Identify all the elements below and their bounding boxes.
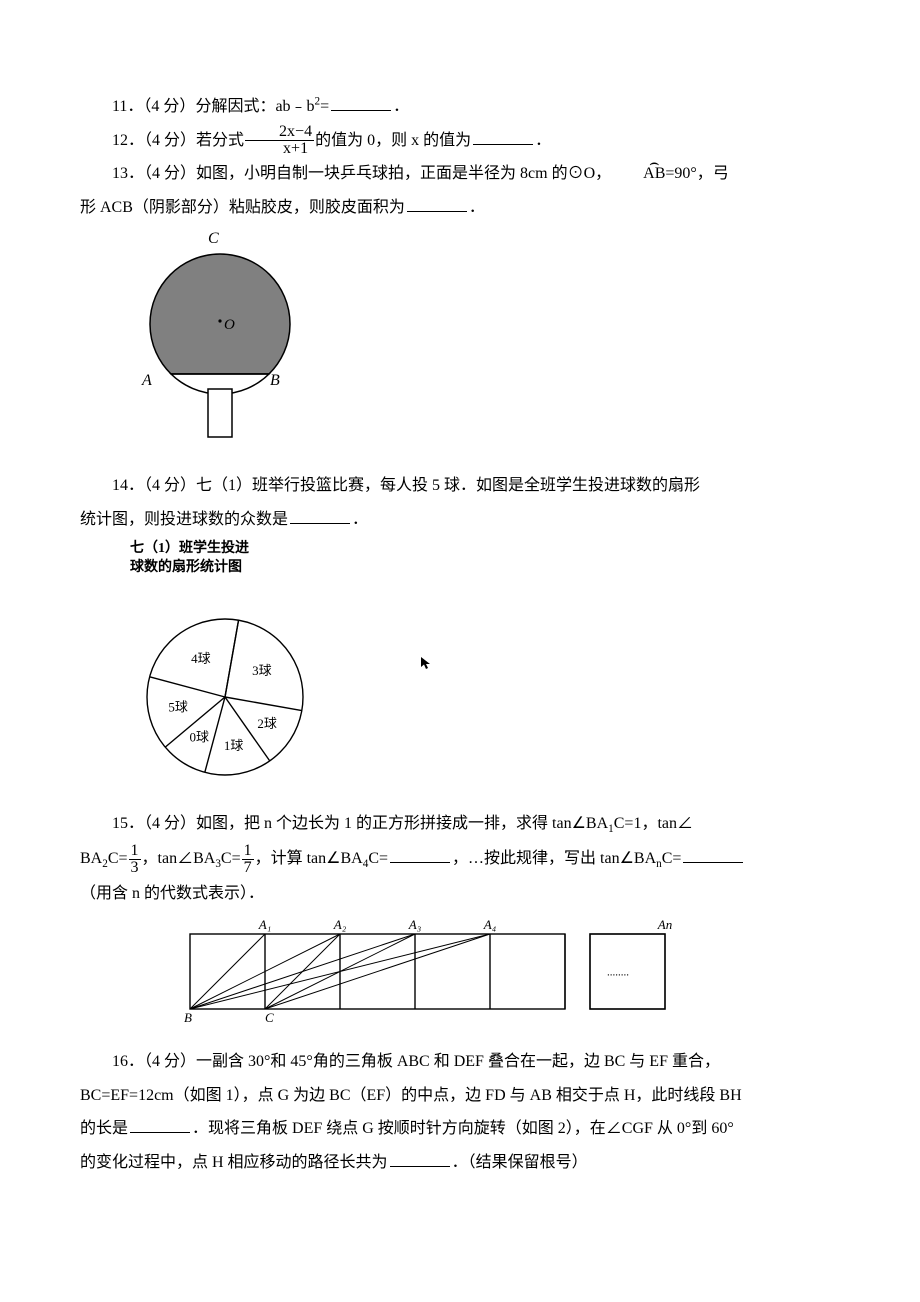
q15-l2d: C= <box>221 850 241 867</box>
q14-figure: 七（1）班学生投进 球数的扇形统计图 3球 2球 1球 0球5球 4球 <box>130 540 840 799</box>
q13-text-a: 如图，小明自制一块乒乓球拍，正面是半径为 8cm 的⊙O， <box>196 165 611 182</box>
q12-fraction: 2x−4x+1 <box>245 124 314 157</box>
svg-text:C: C <box>265 1010 274 1024</box>
svg-text:4球: 4球 <box>191 651 211 666</box>
q15-l2a: BA <box>80 850 102 867</box>
q16-points: （4 分） <box>144 1053 196 1070</box>
svg-text:A₁: A₁ <box>258 917 271 932</box>
question-13-line2: 形 ACB（阴影部分）粘贴胶皮，则胶皮面积为 ． <box>80 191 840 225</box>
q14-pie-title1: 七（1）班学生投进 <box>130 540 840 558</box>
svg-text:C: C <box>208 230 219 247</box>
question-14-line2: 统计图，则投进球数的众数是 ． <box>80 503 840 537</box>
exam-page: 11．（4 分）分解因式：ab﹣b2=． 12．（4 分）若分式2x−4x+1的… <box>0 0 920 1239</box>
q15-l2h: C= <box>662 850 682 867</box>
question-16-line3: 的长是 ．现将三角板 DEF 绕点 G 按顺时针方向旋转（如图 2），在∠CGF … <box>80 1112 840 1146</box>
q15-blank1 <box>390 846 450 863</box>
svg-text:0球: 0球 <box>189 729 209 744</box>
q14-points: （4 分） <box>144 477 196 494</box>
q15-text-a: 如图，把 n 个边长为 1 的正方形拼接成一排，求得 tan∠BA <box>196 815 608 832</box>
q12-blank <box>473 128 533 145</box>
question-16-line2: BC=EF=12cm（如图 1），点 G 为边 BC（EF）的中点，边 FD 与… <box>80 1079 840 1113</box>
svg-text:O: O <box>224 317 235 333</box>
q16-num: 16． <box>112 1053 144 1070</box>
q16-blank1 <box>130 1116 190 1133</box>
q16-blank2 <box>390 1150 450 1167</box>
q16-text-a: 一副含 30°和 45°角的三角板 ABC 和 DEF 叠合在一起，边 BC 与… <box>196 1053 720 1070</box>
svg-text:An: An <box>657 917 672 932</box>
q13-blank <box>407 195 467 212</box>
q11-text-b: = <box>320 98 329 115</box>
q16-l3b: ．现将三角板 DEF 绕点 G 按顺时针方向旋转（如图 2），在∠CGF 从 0… <box>192 1120 734 1137</box>
question-11: 11．（4 分）分解因式：ab﹣b2=． <box>80 90 840 124</box>
q13-line2-a: 形 ACB（阴影部分）粘贴胶皮，则胶皮面积为 <box>80 199 405 216</box>
q15-l2c: ，tan∠BA <box>142 850 216 867</box>
q13-figure: C O A B <box>130 229 840 462</box>
svg-text:1球: 1球 <box>224 738 244 753</box>
svg-text:5球: 5球 <box>168 699 188 714</box>
q12-tail: ． <box>535 132 551 149</box>
svg-text:A₄: A₄ <box>483 917 497 932</box>
svg-text:A₂: A₂ <box>333 917 347 932</box>
q15-figure: ........ A₁ A₂ A₃ A₄ An B C <box>170 914 840 1037</box>
q13-arc: AB <box>611 157 665 191</box>
question-12: 12．（4 分）若分式2x−4x+1的值为 0，则 x 的值为 ． <box>80 124 840 158</box>
question-15-line2: BA2C=13，tan∠BA3C=17，计算 tan∠BA4C=，…按此规律，写… <box>80 842 840 877</box>
q12-points: （4 分） <box>144 132 196 149</box>
q15-line3: （用含 n 的代数式表示）． <box>80 885 264 902</box>
question-15-line3: （用含 n 的代数式表示）． <box>80 877 840 911</box>
q14-text-a: 七（1）班举行投篮比赛，每人投 5 球．如图是全班学生投进球数的扇形 <box>196 477 700 494</box>
question-15-line1: 15．（4 分）如图，把 n 个边长为 1 的正方形拼接成一排，求得 tan∠B… <box>80 807 840 842</box>
q13-text-b: =90°，弓 <box>665 165 728 182</box>
pie-svg: 3球 2球 1球 0球5球 4球 <box>130 577 330 787</box>
q15-l2f: C= <box>368 850 388 867</box>
cursor-icon <box>420 656 432 670</box>
q15-text-b: C=1，tan∠ <box>614 815 693 832</box>
q11-text-a: 分解因式：ab﹣b <box>195 98 314 115</box>
svg-text:B: B <box>184 1010 192 1024</box>
question-16-line4: 的变化过程中，点 H 相应移动的路径长共为 ．（结果保留根号） <box>80 1146 840 1180</box>
q14-blank <box>290 507 350 524</box>
q15-l2b: C= <box>108 850 128 867</box>
q15-frac2: 17 <box>242 843 254 876</box>
q12-num: 12． <box>112 132 144 149</box>
svg-text:3球: 3球 <box>252 663 272 678</box>
q14-line2-a: 统计图，则投进球数的众数是 <box>80 511 288 528</box>
svg-text:A: A <box>141 372 152 389</box>
q14-pie-title2: 球数的扇形统计图 <box>130 559 840 577</box>
question-16-line1: 16．（4 分）一副含 30°和 45°角的三角板 ABC 和 DEF 叠合在一… <box>80 1045 840 1079</box>
q12-text-b: 的值为 0，则 x 的值为 <box>315 132 471 149</box>
q14-tail: ． <box>352 511 368 528</box>
q15-blank2 <box>683 846 743 863</box>
q13-tail: ． <box>469 199 485 216</box>
q13-num: 13． <box>112 165 144 182</box>
svg-text:A₃: A₃ <box>408 917 421 932</box>
paddle-svg: C O A B <box>130 229 310 449</box>
question-13-line1: 13．（4 分）如图，小明自制一块乒乓球拍，正面是半径为 8cm 的⊙O，AB=… <box>80 157 840 191</box>
q15-l2g: ，…按此规律，写出 tan∠BA <box>452 850 656 867</box>
q12-text-a: 若分式 <box>196 132 244 149</box>
question-14-line1: 14．（4 分）七（1）班举行投篮比赛，每人投 5 球．如图是全班学生投进球数的… <box>80 469 840 503</box>
q15-num: 15． <box>112 815 144 832</box>
q16-l3a: 的长是 <box>80 1120 128 1137</box>
q15-frac1: 13 <box>129 843 141 876</box>
q11-num: 11． <box>112 98 143 115</box>
q11-blank <box>331 94 391 111</box>
squares-svg: ........ A₁ A₂ A₃ A₄ An B C <box>170 914 730 1024</box>
q16-l4a: 的变化过程中，点 H 相应移动的路径长共为 <box>80 1154 388 1171</box>
svg-text:2球: 2球 <box>257 716 277 731</box>
q16-l4b: ．（结果保留根号） <box>452 1154 588 1171</box>
q15-l2e: ，计算 tan∠BA <box>255 850 363 867</box>
q11-tail: ． <box>393 98 409 115</box>
svg-text:B: B <box>270 372 280 389</box>
svg-text:........: ........ <box>607 967 629 979</box>
q15-points: （4 分） <box>144 815 196 832</box>
q13-points: （4 分） <box>144 165 196 182</box>
q14-num: 14． <box>112 477 144 494</box>
q11-points: （4 分） <box>143 98 195 115</box>
